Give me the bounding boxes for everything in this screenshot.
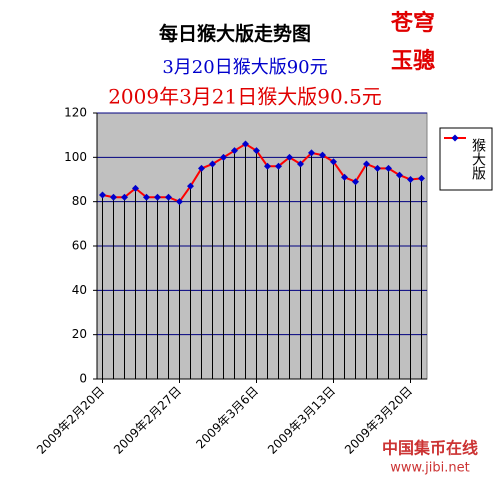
y-tick-label: 0 xyxy=(79,372,87,386)
marker xyxy=(341,173,348,181)
y-tick-label: 60 xyxy=(72,239,87,253)
marker xyxy=(121,193,128,201)
watermark: 中国集币在线 xyxy=(382,439,478,458)
y-tick-label: 100 xyxy=(64,150,87,164)
y-tick-label: 40 xyxy=(72,283,87,297)
marker xyxy=(374,164,381,172)
y-tick-label: 120 xyxy=(64,106,87,120)
marker xyxy=(154,193,161,201)
marker xyxy=(99,191,106,199)
marker xyxy=(308,149,315,157)
marker xyxy=(110,193,117,201)
annotation: 玉骢 xyxy=(391,48,435,74)
marker xyxy=(132,184,139,192)
marker xyxy=(209,160,216,168)
marker xyxy=(176,198,183,206)
chart-subtitle: 3月20日猴大版90元 xyxy=(162,57,327,78)
marker xyxy=(143,193,150,201)
marker xyxy=(275,162,282,170)
marker xyxy=(198,164,205,172)
marker xyxy=(319,151,326,159)
annotation: 苍穹 xyxy=(390,10,435,36)
marker xyxy=(264,162,271,170)
annotation: 2009年3月21日猴大版90.5元 xyxy=(108,85,382,109)
marker xyxy=(253,147,260,155)
y-tick-label: 20 xyxy=(72,327,87,341)
marker xyxy=(242,140,249,148)
legend-marker xyxy=(451,134,459,142)
marker xyxy=(352,178,359,186)
marker xyxy=(187,182,194,190)
chart-title: 每日猴大版走势图 xyxy=(159,22,311,45)
marker xyxy=(385,164,392,172)
marker xyxy=(165,193,172,201)
watermark: www.jibi.net xyxy=(390,461,469,476)
marker xyxy=(297,160,304,168)
marker xyxy=(286,153,293,161)
y-tick-label: 80 xyxy=(72,194,87,208)
marker xyxy=(418,174,425,182)
marker xyxy=(396,171,403,179)
legend-label: 猴大版 xyxy=(470,138,486,181)
marker xyxy=(231,147,238,155)
marker xyxy=(220,153,227,161)
marker xyxy=(407,176,414,183)
marker xyxy=(363,160,370,168)
marker xyxy=(330,158,337,166)
